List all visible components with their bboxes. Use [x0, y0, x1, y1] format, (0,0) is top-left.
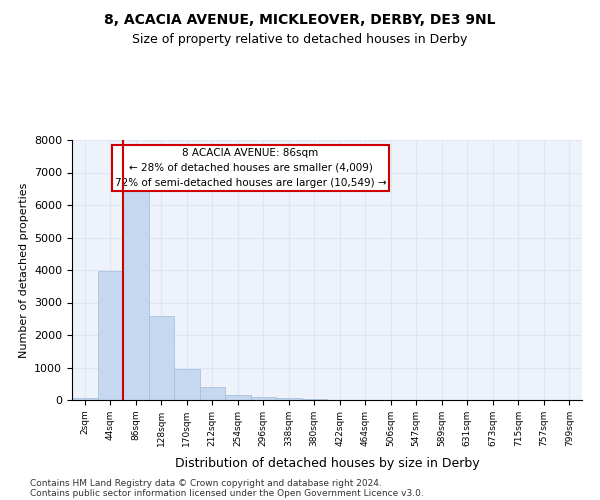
Bar: [97, 270, 123, 400]
Text: Contains HM Land Registry data © Crown copyright and database right 2024.: Contains HM Land Registry data © Crown c…: [30, 478, 382, 488]
Bar: [302, 399, 327, 400]
Text: 8, ACACIA AVENUE, MICKLEOVER, DERBY, DE3 9NL: 8, ACACIA AVENUE, MICKLEOVER, DERBY, DE3…: [104, 12, 496, 26]
Y-axis label: Number of detached properties: Number of detached properties: [19, 182, 29, 358]
Bar: [72, 398, 97, 400]
Text: Size of property relative to detached houses in Derby: Size of property relative to detached ho…: [133, 32, 467, 46]
X-axis label: Distribution of detached houses by size in Derby: Distribution of detached houses by size …: [175, 457, 479, 470]
Bar: [225, 395, 251, 400]
Text: Contains public sector information licensed under the Open Government Licence v3: Contains public sector information licen…: [30, 488, 424, 498]
Bar: [199, 387, 225, 400]
Bar: [174, 369, 199, 400]
Bar: [251, 398, 276, 400]
Bar: [123, 188, 149, 400]
Bar: [149, 316, 174, 400]
Text: 8 ACACIA AVENUE: 86sqm
← 28% of detached houses are smaller (4,009)
72% of semi-: 8 ACACIA AVENUE: 86sqm ← 28% of detached…: [115, 148, 386, 188]
Bar: [276, 398, 302, 400]
